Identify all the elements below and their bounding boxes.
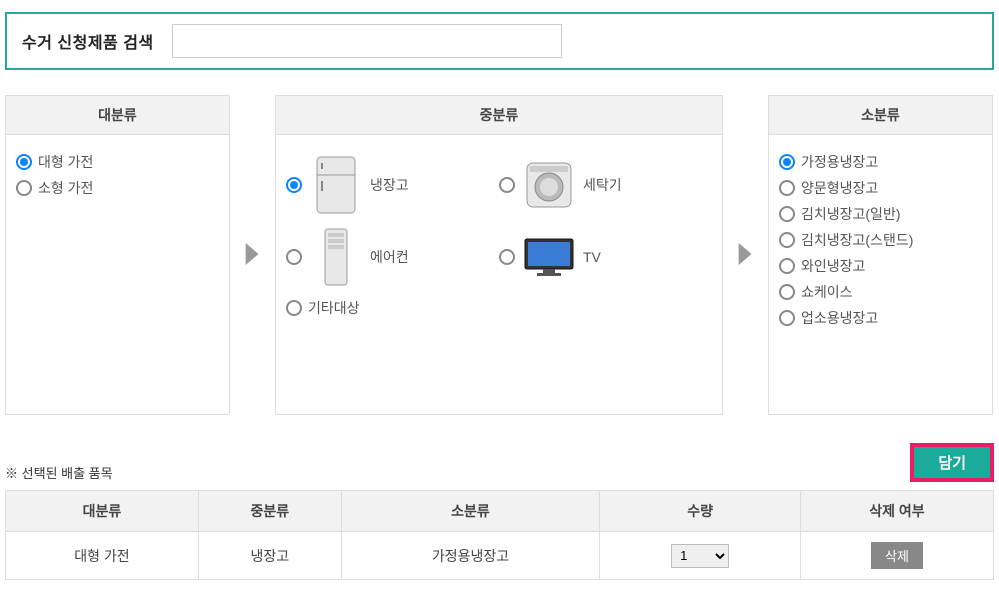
mid-label: 에어컨 [370,247,409,267]
chevron-right-icon [242,241,264,270]
delete-button[interactable]: 삭제 [871,542,923,569]
radio-icon [779,258,795,274]
cell-major: 대형 가전 [6,532,199,580]
table-header-3: 수량 [600,491,801,532]
refrigerator-icon [308,155,364,215]
aircon-icon [308,227,364,287]
radio-icon [779,310,795,326]
mid-option-1[interactable]: 세탁기 [499,149,712,221]
mid-panel-body: 냉장고 세탁기에어컨 TV 기타대상 [276,135,722,414]
mid-option-0[interactable]: 냉장고 [286,149,499,221]
radio-label: 김치냉장고(스탠드) [801,230,913,250]
cell-mid: 냉장고 [199,532,342,580]
radio-label: 업소용냉장고 [801,308,878,328]
arrow-1 [230,241,275,270]
search-input[interactable] [172,24,562,58]
tv-icon [521,227,577,287]
qty-select[interactable]: 1 [671,544,729,568]
arrow-2 [723,241,768,270]
mid-category-panel: 중분류 냉장고 세탁기에어컨 TV 기타대상 [275,95,723,415]
cell-qty: 1 [600,532,801,580]
radio-icon [16,180,32,196]
table-header-0: 대분류 [6,491,199,532]
sub-panel-header: 소분류 [769,96,992,135]
category-row: 대분류 대형 가전소형 가전 중분류 냉장고 세탁기에어컨 TV 기타대상 소분류 가… [5,95,994,415]
mid-label: TV [583,249,601,265]
major-category-panel: 대분류 대형 가전소형 가전 [5,95,230,415]
selected-row: ※ 선택된 배출 품목 담기 [5,443,994,482]
radio-icon [779,284,795,300]
radio-icon [286,177,302,193]
radio-icon [286,249,302,265]
radio-icon [286,300,302,316]
radio-label: 양문형냉장고 [801,178,878,198]
table-row: 대형 가전냉장고가정용냉장고 1 삭제 [6,532,994,580]
radio-label: 가정용냉장고 [801,152,878,172]
cell-sub: 가정용냉장고 [341,532,600,580]
major-option-1[interactable]: 소형 가전 [16,175,219,201]
sub-option-5[interactable]: 쇼케이스 [779,279,982,305]
major-panel-body: 대형 가전소형 가전 [6,135,229,414]
mid-label: 냉장고 [370,175,409,195]
radio-icon [779,154,795,170]
radio-label: 쇼케이스 [801,282,853,302]
radio-label: 소형 가전 [38,178,93,198]
mid-option-3[interactable]: TV [499,221,712,293]
selected-items-table: 대분류중분류소분류수량삭제 여부 대형 가전냉장고가정용냉장고 1 삭제 [5,490,994,580]
sub-option-0[interactable]: 가정용냉장고 [779,149,982,175]
chevron-right-icon [735,241,757,270]
mid-option-4[interactable]: 기타대상 [286,293,499,323]
sub-category-panel: 소분류 가정용냉장고양문형냉장고김치냉장고(일반) 김치냉장고(스탠드) 와인냉장고… [768,95,993,415]
sub-option-2[interactable]: 김치냉장고(일반) [779,201,982,227]
add-button[interactable]: 담기 [910,443,994,482]
search-label: 수거 신청제품 검색 [22,29,154,53]
major-option-0[interactable]: 대형 가전 [16,149,219,175]
radio-icon [499,177,515,193]
table-header-1: 중분류 [199,491,342,532]
selected-items-label: ※ 선택된 배출 품목 [5,463,113,482]
cell-delete: 삭제 [800,532,993,580]
sub-panel-body: 가정용냉장고양문형냉장고김치냉장고(일반) 김치냉장고(스탠드) 와인냉장고쇼케이스… [769,135,992,414]
radio-icon [779,232,795,248]
radio-label: 김치냉장고(일반) [801,204,900,224]
sub-option-3[interactable]: 김치냉장고(스탠드) [779,227,982,253]
search-bar: 수거 신청제품 검색 [5,12,994,70]
washer-icon [521,155,577,215]
mid-option-2[interactable]: 에어컨 [286,221,499,293]
sub-option-6[interactable]: 업소용냉장고 [779,305,982,331]
radio-icon [16,154,32,170]
table-header-2: 소분류 [341,491,600,532]
radio-icon [499,249,515,265]
radio-label: 대형 가전 [38,152,93,172]
sub-option-1[interactable]: 양문형냉장고 [779,175,982,201]
radio-icon [779,206,795,222]
table-header-4: 삭제 여부 [800,491,993,532]
major-panel-header: 대분류 [6,96,229,135]
mid-label: 세탁기 [583,175,622,195]
radio-icon [779,180,795,196]
radio-label: 와인냉장고 [801,256,865,276]
mid-label: 기타대상 [308,298,360,318]
sub-option-4[interactable]: 와인냉장고 [779,253,982,279]
mid-panel-header: 중분류 [276,96,722,135]
